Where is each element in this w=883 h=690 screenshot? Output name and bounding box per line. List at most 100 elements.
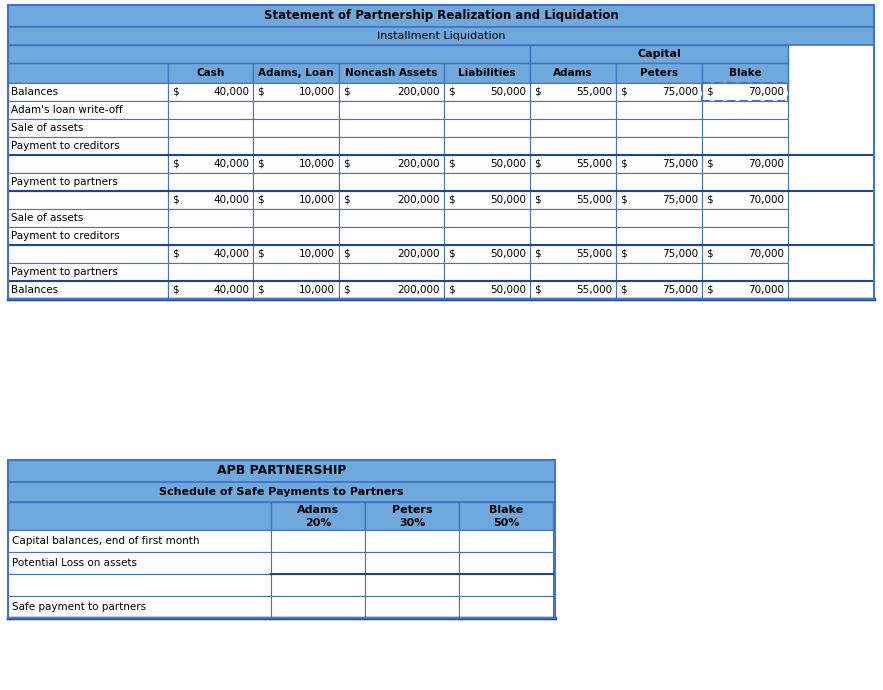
- Text: Blake: Blake: [728, 68, 761, 78]
- Text: $: $: [706, 159, 713, 169]
- Bar: [168, 173, 253, 191]
- Text: 55,000: 55,000: [576, 195, 612, 205]
- Bar: [444, 245, 530, 263]
- Text: Schedule of Safe Payments to Partners: Schedule of Safe Payments to Partners: [159, 487, 404, 497]
- Bar: [168, 281, 253, 299]
- Bar: [168, 63, 253, 83]
- Text: 40,000: 40,000: [213, 195, 249, 205]
- Bar: [339, 101, 444, 119]
- Bar: [8, 530, 271, 552]
- Text: $: $: [706, 87, 713, 97]
- Text: 50,000: 50,000: [490, 285, 526, 295]
- Text: Liabilities: Liabilities: [458, 68, 516, 78]
- Bar: [530, 245, 616, 263]
- Text: Payment to partners: Payment to partners: [11, 267, 117, 277]
- Bar: [444, 173, 530, 191]
- Bar: [444, 63, 530, 83]
- Text: 200,000: 200,000: [397, 249, 440, 259]
- Text: Balances: Balances: [11, 87, 58, 97]
- Bar: [168, 83, 253, 101]
- Text: Blake: Blake: [489, 505, 523, 515]
- Text: $: $: [620, 249, 627, 259]
- Bar: [459, 574, 553, 596]
- Bar: [702, 101, 788, 119]
- Bar: [253, 245, 339, 263]
- Bar: [702, 209, 788, 227]
- Text: Noncash Assets: Noncash Assets: [345, 68, 438, 78]
- Text: 70,000: 70,000: [748, 159, 784, 169]
- Text: $: $: [620, 195, 627, 205]
- Bar: [168, 191, 253, 209]
- Bar: [8, 137, 168, 155]
- Bar: [8, 281, 168, 299]
- Text: Adams: Adams: [553, 68, 592, 78]
- Text: $: $: [343, 159, 350, 169]
- Bar: [8, 502, 271, 530]
- Text: 10,000: 10,000: [299, 285, 335, 295]
- Text: 55,000: 55,000: [576, 285, 612, 295]
- Text: 75,000: 75,000: [662, 87, 698, 97]
- Bar: [702, 245, 788, 263]
- Bar: [616, 137, 702, 155]
- Bar: [339, 245, 444, 263]
- Bar: [8, 209, 168, 227]
- Bar: [530, 155, 616, 173]
- Bar: [168, 137, 253, 155]
- Bar: [530, 137, 616, 155]
- Bar: [271, 596, 365, 618]
- Text: $: $: [172, 285, 178, 295]
- Text: Capital: Capital: [638, 49, 681, 59]
- Bar: [168, 245, 253, 263]
- Bar: [253, 191, 339, 209]
- Text: 200,000: 200,000: [397, 285, 440, 295]
- Bar: [616, 173, 702, 191]
- Text: Cash: Cash: [196, 68, 224, 78]
- Bar: [8, 574, 271, 596]
- Text: 75,000: 75,000: [662, 249, 698, 259]
- Bar: [253, 137, 339, 155]
- Text: 75,000: 75,000: [662, 285, 698, 295]
- Bar: [702, 173, 788, 191]
- Bar: [444, 83, 530, 101]
- Text: 10,000: 10,000: [299, 249, 335, 259]
- Bar: [8, 482, 555, 502]
- Text: $: $: [534, 159, 540, 169]
- Bar: [8, 191, 168, 209]
- Text: 50,000: 50,000: [490, 159, 526, 169]
- Bar: [459, 596, 553, 618]
- Bar: [339, 137, 444, 155]
- Bar: [339, 173, 444, 191]
- Bar: [365, 596, 459, 618]
- Text: $: $: [706, 249, 713, 259]
- Bar: [702, 155, 788, 173]
- Bar: [702, 63, 788, 83]
- Text: $: $: [620, 87, 627, 97]
- Text: $: $: [172, 159, 178, 169]
- Text: 70,000: 70,000: [748, 249, 784, 259]
- Text: Payment to partners: Payment to partners: [11, 177, 117, 187]
- Bar: [444, 263, 530, 281]
- Text: $: $: [343, 285, 350, 295]
- Text: 40,000: 40,000: [213, 159, 249, 169]
- Text: 10,000: 10,000: [299, 87, 335, 97]
- Bar: [339, 191, 444, 209]
- Text: 55,000: 55,000: [576, 249, 612, 259]
- Bar: [339, 83, 444, 101]
- Bar: [168, 263, 253, 281]
- Bar: [339, 281, 444, 299]
- Bar: [168, 101, 253, 119]
- Text: $: $: [257, 285, 264, 295]
- Bar: [168, 119, 253, 137]
- Bar: [365, 502, 459, 530]
- Bar: [530, 281, 616, 299]
- Text: $: $: [343, 195, 350, 205]
- Bar: [8, 83, 168, 101]
- Text: 10,000: 10,000: [299, 195, 335, 205]
- Bar: [8, 119, 168, 137]
- Bar: [168, 209, 253, 227]
- Bar: [8, 27, 874, 45]
- Bar: [530, 45, 788, 63]
- Text: Sale of assets: Sale of assets: [11, 123, 83, 133]
- Text: $: $: [257, 87, 264, 97]
- Bar: [253, 83, 339, 101]
